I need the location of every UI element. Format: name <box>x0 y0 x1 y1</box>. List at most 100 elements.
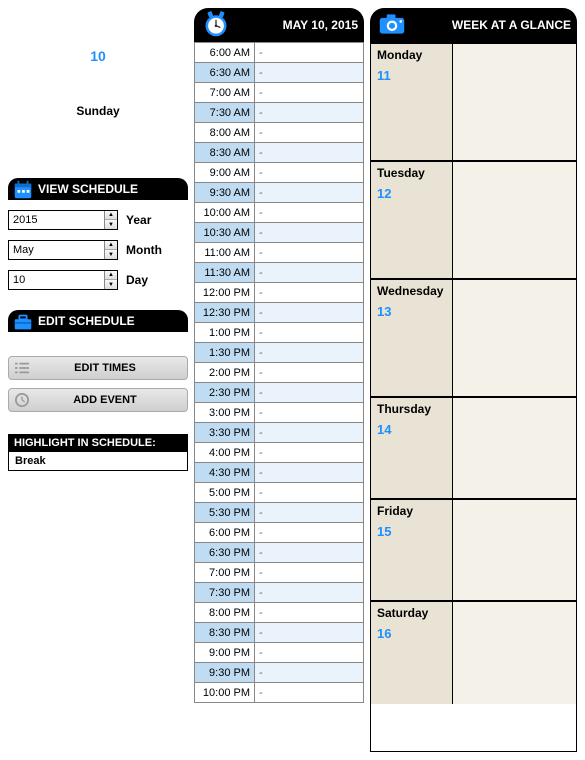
time-row[interactable]: 7:00 AM- <box>195 83 364 103</box>
event-cell[interactable]: - <box>255 543 364 563</box>
day-down[interactable]: ▼ <box>105 280 117 289</box>
event-cell[interactable]: - <box>255 463 364 483</box>
event-cell[interactable]: - <box>255 103 364 123</box>
time-row[interactable]: 9:30 PM- <box>195 663 364 683</box>
time-row[interactable]: 7:30 PM- <box>195 583 364 603</box>
event-cell[interactable]: - <box>255 203 364 223</box>
event-cell[interactable]: - <box>255 263 364 283</box>
event-cell[interactable]: - <box>255 403 364 423</box>
time-row[interactable]: 1:00 PM- <box>195 323 364 343</box>
month-down[interactable]: ▼ <box>105 250 117 259</box>
event-cell[interactable]: - <box>255 603 364 623</box>
time-row[interactable]: 8:30 AM- <box>195 143 364 163</box>
time-row[interactable]: 3:30 PM- <box>195 423 364 443</box>
time-cell: 7:30 PM <box>195 583 255 603</box>
week-day-content[interactable] <box>453 602 576 704</box>
event-cell[interactable]: - <box>255 183 364 203</box>
time-row[interactable]: 12:00 PM- <box>195 283 364 303</box>
week-row[interactable]: Thursday14 <box>371 398 576 500</box>
time-cell: 3:00 PM <box>195 403 255 423</box>
week-day-content[interactable] <box>453 280 576 396</box>
time-row[interactable]: 10:00 AM- <box>195 203 364 223</box>
month-up[interactable]: ▲ <box>105 241 117 250</box>
week-row[interactable]: Tuesday12 <box>371 162 576 280</box>
event-cell[interactable]: - <box>255 383 364 403</box>
event-cell[interactable]: - <box>255 683 364 703</box>
event-cell[interactable]: - <box>255 63 364 83</box>
time-row[interactable]: 6:30 PM- <box>195 543 364 563</box>
event-cell[interactable]: - <box>255 363 364 383</box>
time-row[interactable]: 8:00 PM- <box>195 603 364 623</box>
time-row[interactable]: 10:30 AM- <box>195 223 364 243</box>
edit-times-button[interactable]: EDIT TIMES <box>8 356 188 380</box>
event-cell[interactable]: - <box>255 523 364 543</box>
add-event-button[interactable]: ADD EVENT <box>8 388 188 412</box>
time-row[interactable]: 3:00 PM- <box>195 403 364 423</box>
event-cell[interactable]: - <box>255 443 364 463</box>
time-row[interactable]: 11:00 AM- <box>195 243 364 263</box>
year-spinner[interactable]: 2015 ▲▼ <box>8 210 118 230</box>
time-row[interactable]: 6:30 AM- <box>195 63 364 83</box>
week-day-content[interactable] <box>453 398 576 498</box>
time-row[interactable]: 1:30 PM- <box>195 343 364 363</box>
year-down[interactable]: ▼ <box>105 220 117 229</box>
time-row[interactable]: 12:30 PM- <box>195 303 364 323</box>
event-cell[interactable]: - <box>255 483 364 503</box>
time-row[interactable]: 2:00 PM- <box>195 363 364 383</box>
event-cell[interactable]: - <box>255 283 364 303</box>
time-row[interactable]: 8:00 AM- <box>195 123 364 143</box>
time-row[interactable]: 11:30 AM- <box>195 263 364 283</box>
event-cell[interactable]: - <box>255 423 364 443</box>
time-row[interactable]: 10:00 PM- <box>195 683 364 703</box>
time-row[interactable]: 2:30 PM- <box>195 383 364 403</box>
event-cell[interactable]: - <box>255 303 364 323</box>
time-row[interactable]: 7:00 PM- <box>195 563 364 583</box>
time-row[interactable]: 5:30 PM- <box>195 503 364 523</box>
time-row[interactable]: 7:30 AM- <box>195 103 364 123</box>
week-row[interactable]: Wednesday13 <box>371 280 576 398</box>
time-row[interactable]: 6:00 AM- <box>195 43 364 63</box>
week-day-content[interactable] <box>453 500 576 600</box>
week-row[interactable]: Friday15 <box>371 500 576 602</box>
time-row[interactable]: 8:30 PM- <box>195 623 364 643</box>
year-label: Year <box>126 213 151 227</box>
event-cell[interactable]: - <box>255 123 364 143</box>
event-cell[interactable]: - <box>255 243 364 263</box>
time-row[interactable]: 9:00 PM- <box>195 643 364 663</box>
time-cell: 4:00 PM <box>195 443 255 463</box>
time-row[interactable]: 9:00 AM- <box>195 163 364 183</box>
week-day-content[interactable] <box>453 162 576 278</box>
highlight-value[interactable]: Break <box>8 452 188 471</box>
event-cell[interactable]: - <box>255 323 364 343</box>
event-cell[interactable]: - <box>255 583 364 603</box>
week-row[interactable]: Saturday16 <box>371 602 576 704</box>
week-row[interactable]: Monday11 <box>371 44 576 162</box>
time-row[interactable]: 4:30 PM- <box>195 463 364 483</box>
clock-small-icon <box>9 389 35 411</box>
time-row[interactable]: 4:00 PM- <box>195 443 364 463</box>
time-cell: 8:00 PM <box>195 603 255 623</box>
event-cell[interactable]: - <box>255 343 364 363</box>
event-cell[interactable]: - <box>255 623 364 643</box>
event-cell[interactable]: - <box>255 663 364 683</box>
year-up[interactable]: ▲ <box>105 211 117 220</box>
event-cell[interactable]: - <box>255 43 364 63</box>
date-header: MAY 10, 2015 <box>194 8 364 42</box>
day-spinner[interactable]: 10 ▲▼ <box>8 270 118 290</box>
day-up[interactable]: ▲ <box>105 271 117 280</box>
event-cell[interactable]: - <box>255 163 364 183</box>
event-cell[interactable]: - <box>255 503 364 523</box>
week-day-content[interactable] <box>453 44 576 160</box>
month-spinner[interactable]: May ▲▼ <box>8 240 118 260</box>
event-cell[interactable]: - <box>255 83 364 103</box>
time-cell: 6:30 PM <box>195 543 255 563</box>
week-day-name: Thursday <box>377 402 446 416</box>
event-cell[interactable]: - <box>255 223 364 243</box>
time-row[interactable]: 5:00 PM- <box>195 483 364 503</box>
week-day-name: Wednesday <box>377 284 446 298</box>
event-cell[interactable]: - <box>255 563 364 583</box>
event-cell[interactable]: - <box>255 143 364 163</box>
time-row[interactable]: 6:00 PM- <box>195 523 364 543</box>
time-row[interactable]: 9:30 AM- <box>195 183 364 203</box>
event-cell[interactable]: - <box>255 643 364 663</box>
